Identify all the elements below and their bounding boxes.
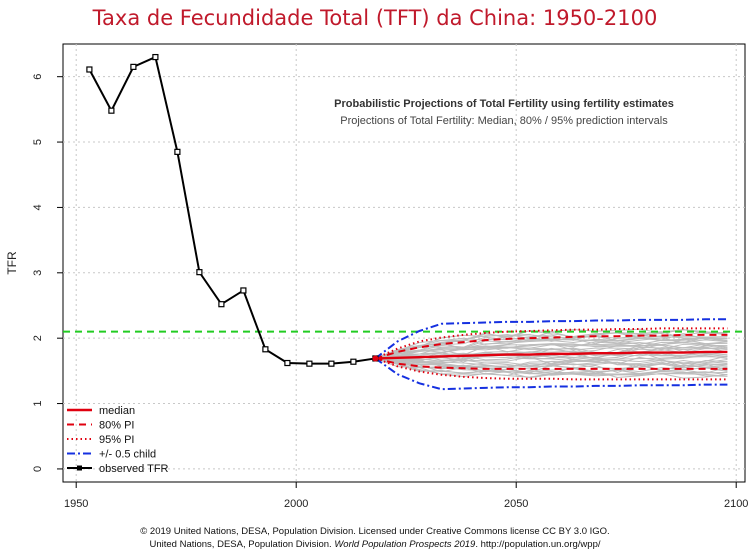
trajectory-line	[375, 348, 728, 360]
y-tick-label: 2	[32, 335, 44, 341]
observed-point	[196, 269, 203, 276]
series-80-pi-lower	[375, 357, 728, 370]
axes: 1950 2000 2050 2100 0 1 2 3 4 5 6	[32, 74, 748, 510]
projection-start-point	[372, 355, 379, 362]
observed-point	[130, 63, 137, 70]
legend-label: median	[99, 405, 135, 417]
trajectory-line	[375, 357, 728, 375]
x-tick-label: 2050	[504, 498, 528, 510]
tfr-chart: 1950 2000 2050 2100 0 1 2 3 4 5 6 Probabilistic Pr…	[5, 43, 748, 510]
inner-title: Probabilistic Projections of Total Ferti…	[334, 98, 674, 110]
observed-point	[350, 358, 357, 365]
legend: median 80% PI 95% PI +/- 0.5 child observed …	[67, 405, 169, 475]
trajectory-line	[375, 333, 728, 359]
observed-point	[240, 287, 247, 294]
chart-title: Taxa de Fecundidade Total (TFT) da China…	[92, 6, 658, 30]
observed-point	[108, 107, 115, 114]
series-lines	[63, 53, 745, 391]
legend-label: 95% PI	[99, 434, 134, 446]
observed-point	[306, 360, 313, 367]
x-tick-label: 2000	[284, 498, 308, 510]
trajectory-line	[375, 357, 728, 375]
trajectory-line	[375, 357, 728, 367]
y-axis-title: TFR	[5, 251, 19, 275]
observed-point	[152, 53, 159, 61]
series-95-pi-upper	[374, 327, 728, 360]
y-tick-label: 1	[32, 400, 44, 406]
credits-line-2: United Nations, DESA, Population Divisio…	[0, 538, 750, 551]
observed-point	[328, 360, 335, 367]
legend-label: 80% PI	[99, 420, 134, 432]
observed-point	[174, 148, 181, 155]
observed-point	[262, 346, 269, 353]
credits-line-2-a: United Nations, DESA, Population Divisio…	[149, 539, 335, 550]
credits-line-2-b: World Population Prospects 2019	[334, 539, 476, 550]
observed-point	[86, 66, 93, 73]
trajectory-line	[375, 338, 728, 359]
trajectory-line	[375, 351, 728, 361]
inner-subtitle: Projections of Total Fertility: Median, …	[340, 115, 668, 127]
trajectory-line	[375, 357, 728, 376]
series-0-5-child-upper	[374, 318, 728, 360]
y-tick-label: 3	[32, 270, 44, 276]
y-tick-label: 4	[32, 204, 44, 210]
plot-frame	[62, 43, 746, 483]
trajectory-line	[375, 355, 728, 365]
observed-point	[284, 359, 291, 367]
legend-label: observed TFR	[99, 463, 169, 475]
credits-line-1: © 2019 United Nations, DESA, Population …	[140, 526, 610, 537]
y-tick-label: 5	[32, 139, 44, 145]
y-tick-label: 6	[32, 74, 44, 80]
credits-line-2-c: . http://population.un.org/wpp/	[475, 539, 601, 550]
legend-marker	[77, 465, 82, 471]
trajectory-line	[375, 335, 728, 359]
trajectory-bundle	[375, 328, 728, 379]
series-80-pi-upper	[375, 333, 728, 360]
credits: © 2019 United Nations, DESA, Population …	[0, 525, 750, 551]
legend-label: +/- 0.5 child	[99, 449, 156, 461]
observed-point	[218, 301, 225, 308]
y-tick-label: 0	[32, 466, 44, 472]
series-0-5-child-lower	[374, 357, 728, 391]
observed-tfr-line	[88, 55, 376, 365]
series-median	[375, 350, 728, 360]
x-tick-label: 1950	[64, 498, 88, 510]
x-tick-label: 2100	[724, 498, 748, 510]
